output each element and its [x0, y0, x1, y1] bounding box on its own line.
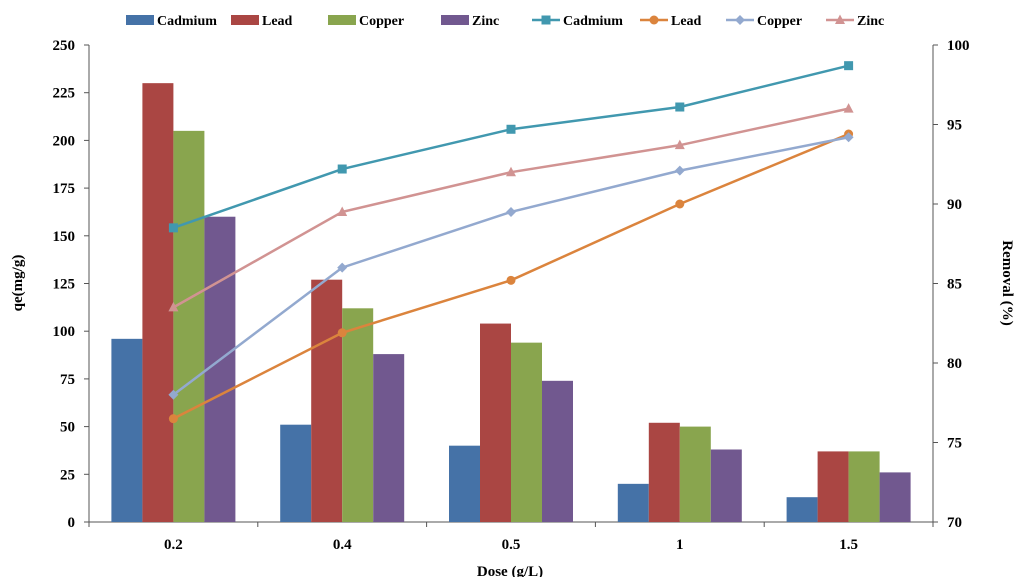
y-tick-label: 50 — [60, 420, 75, 436]
y2-axis-title: Removal (%) — [999, 240, 1015, 325]
y-tick-label: 250 — [53, 38, 76, 54]
y2-tick-label: 80 — [947, 356, 962, 372]
bar-cadmium-1.5 — [786, 497, 818, 522]
point-cadmium-1 — [675, 102, 685, 112]
legend-label: Cadmium — [563, 14, 623, 29]
point-zinc-0.4 — [337, 206, 348, 216]
bar-copper-0.4 — [342, 308, 374, 522]
point-copper-1.5 — [843, 132, 854, 143]
bar-lead-0.5 — [480, 323, 511, 522]
x-axis-title: Dose (g/L) — [477, 564, 543, 577]
point-cadmium-0.5 — [506, 124, 516, 134]
line-cadmium-removal — [172, 64, 849, 230]
bar-zinc-1.5 — [879, 472, 911, 522]
legend-swatch — [328, 15, 356, 25]
bar-series-group — [111, 83, 911, 523]
bar-lead-0.4 — [311, 279, 343, 522]
bar-copper-0.2 — [173, 130, 205, 523]
legend-marker — [735, 15, 745, 25]
y2-tick-label: 85 — [947, 277, 962, 293]
y2-tick-label: 100 — [947, 38, 970, 54]
point-copper-1 — [674, 165, 685, 176]
legend-swatch — [441, 15, 469, 25]
y-tick-label: 175 — [53, 181, 76, 197]
x-tick-label: 1.5 — [839, 537, 858, 553]
line-series-group — [168, 61, 854, 424]
tick-labels: 0 25 50 75 100 125 150 175 200 225 250 70 75 80 85 90 95… — [53, 38, 970, 553]
legend-marker — [835, 14, 845, 24]
legend-item-bar-lead: Lead — [231, 14, 293, 29]
bar-cadmium-0.2 — [111, 338, 143, 522]
y-tick-label: 100 — [53, 324, 76, 340]
y-axis-title: qe(mg/g) — [10, 255, 26, 312]
point-copper-0.5 — [506, 206, 516, 217]
legend-label: Copper — [359, 14, 404, 29]
point-zinc-1 — [674, 139, 685, 150]
bar-zinc-0.4 — [373, 354, 405, 522]
y2-tick-label: 70 — [947, 515, 962, 531]
y2-tick-label: 75 — [947, 436, 962, 452]
y2-tick-label: 90 — [947, 197, 962, 213]
x-tick-label: 1 — [676, 537, 684, 553]
x-tick-label: 0.2 — [164, 537, 183, 553]
point-lead-1 — [675, 199, 685, 209]
legend-item-bar-cadmium: Cadmium — [126, 14, 217, 29]
legend-label: Lead — [262, 14, 293, 29]
y-tick-label: 125 — [53, 277, 76, 293]
legend-item-bar-zinc: Zinc — [441, 14, 499, 29]
bar-lead-0.2 — [142, 83, 174, 522]
x-tick-label: 0.4 — [333, 537, 352, 553]
bar-cadmium-0.4 — [280, 424, 312, 522]
y-tick-label: 0 — [68, 515, 76, 531]
bar-copper-1 — [679, 426, 711, 522]
point-lead-0.2 — [168, 414, 178, 424]
point-lead-0.5 — [506, 275, 516, 285]
point-lead-0.4 — [337, 328, 347, 338]
point-zinc-1.5 — [843, 103, 854, 113]
legend-swatch — [231, 15, 259, 25]
point-copper-0.2 — [168, 389, 179, 400]
y-tick-label: 200 — [53, 133, 76, 149]
bar-zinc-1 — [710, 449, 742, 522]
legend-label: Copper — [757, 14, 802, 29]
y-tick-label: 225 — [53, 86, 76, 102]
legend-marker — [649, 15, 659, 25]
point-cadmium-1.5 — [844, 61, 854, 71]
bar-zinc-0.2 — [204, 216, 236, 522]
legend-label: Zinc — [857, 14, 884, 29]
point-cadmium-0.2 — [168, 223, 178, 233]
bar-lead-1 — [648, 422, 680, 522]
legend-item-line-copper: Copper — [726, 14, 802, 29]
legend-marker — [541, 15, 551, 25]
bar-cadmium-1 — [617, 483, 649, 522]
legend-swatch — [126, 15, 154, 25]
legend-label: Lead — [671, 14, 702, 29]
bar-copper-1.5 — [848, 451, 880, 522]
legend-item-line-cadmium: Cadmium — [532, 14, 623, 29]
bar-cadmium-0.5 — [449, 445, 480, 522]
point-zinc-0.2 — [168, 301, 179, 312]
legend-label: Zinc — [472, 14, 499, 29]
y-tick-label: 150 — [53, 229, 76, 245]
legend-item-line-zinc: Zinc — [826, 14, 884, 29]
x-tick-label: 0.5 — [502, 537, 521, 553]
legend-item-line-lead: Lead — [640, 14, 702, 29]
legend: Cadmium Lead Copper Zinc Cadmium Lead Copper Zi… — [126, 14, 884, 29]
bar-copper-0.5 — [511, 342, 542, 522]
legend-label: Cadmium — [157, 14, 217, 29]
legend-item-bar-copper: Copper — [328, 14, 404, 29]
bar-zinc-0.5 — [542, 380, 573, 522]
point-copper-0.4 — [337, 262, 348, 273]
bar-lead-1.5 — [817, 451, 849, 522]
y2-tick-label: 95 — [947, 118, 962, 134]
y-tick-label: 75 — [60, 372, 75, 388]
point-cadmium-0.4 — [337, 164, 347, 174]
point-zinc-0.5 — [506, 166, 516, 177]
y-tick-label: 25 — [60, 467, 75, 483]
